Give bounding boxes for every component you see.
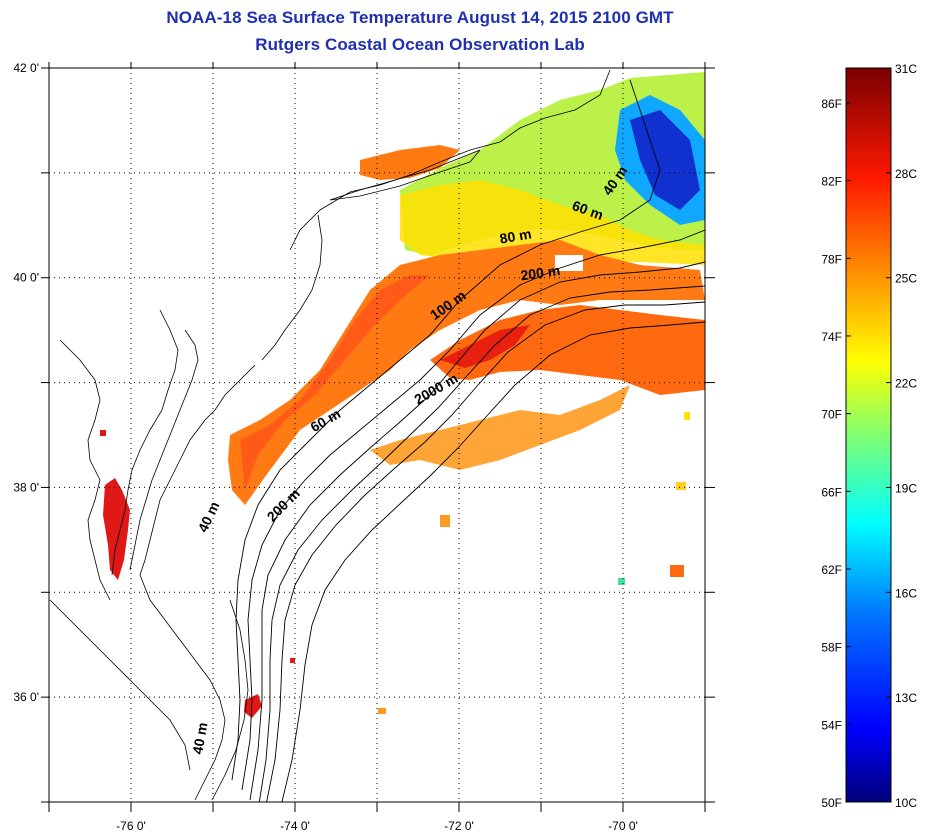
- colorbar-label-fahrenheit: 54F: [821, 718, 842, 732]
- colorbar-label-fahrenheit: 82F: [821, 175, 842, 189]
- x-tick-label: -70 0': [608, 819, 638, 832]
- sst-speck: [290, 658, 295, 663]
- colorbar-label-fahrenheit: 50F: [821, 796, 842, 810]
- isobath-100m: [258, 285, 705, 802]
- coastline-inland: [49, 599, 191, 771]
- sst-patch-north-yellow: [400, 180, 705, 265]
- isobath-200m: [266, 301, 705, 802]
- bathymetry-layer: [231, 79, 705, 802]
- y-tick-label: 38 0': [13, 480, 39, 494]
- colorbar-label-fahrenheit: 86F: [821, 97, 842, 111]
- isobath-label: 2000 m: [411, 370, 460, 408]
- y-tick-label: 40 0': [13, 271, 39, 285]
- isobath-label: 200 m: [264, 485, 303, 524]
- sst-patch-offshore: [370, 385, 630, 470]
- colorbar-label-celsius: 10C: [895, 796, 917, 810]
- coastline-longisland: [329, 149, 481, 201]
- map-subtitle: Rutgers Coastal Ocean Observation Lab: [255, 35, 585, 54]
- sst-data-layer: [100, 72, 705, 718]
- coastline-layer: [49, 69, 611, 801]
- coastline-nj: [261, 214, 323, 361]
- x-tick-label: -72 0': [444, 819, 474, 832]
- sst-patch-coldest: [630, 110, 700, 210]
- sst-patch-chesapeake: [103, 478, 130, 580]
- x-tick-label: -74 0': [280, 819, 310, 832]
- coastline-north: [289, 69, 611, 251]
- colorbar-label-fahrenheit: 74F: [821, 330, 842, 344]
- colorbar-label-fahrenheit: 66F: [821, 485, 842, 499]
- sst-speck: [684, 412, 690, 420]
- colorbar-label-fahrenheit: 58F: [821, 641, 842, 655]
- x-tick-label: -76 0': [116, 819, 146, 832]
- colorbar-label-fahrenheit: 78F: [821, 252, 842, 266]
- coastline-bay-west: [111, 309, 179, 576]
- isobath-label: 40 m: [194, 499, 222, 535]
- colorbar-label-fahrenheit: 62F: [821, 563, 842, 577]
- colorbar-label-celsius: 16C: [895, 586, 917, 600]
- isobath-80m: [249, 261, 705, 801]
- sst-speck: [440, 515, 450, 527]
- sst-speck: [378, 708, 386, 714]
- colorbar-label-celsius: 25C: [895, 272, 917, 286]
- colorbar-labels: 31C 28C 25C 22C 19C 16C 13C 10C 86F 82F 78F 74F 70F 6…: [821, 62, 917, 810]
- coastline-south: [139, 574, 226, 801]
- sst-patch-pamlico: [244, 694, 262, 718]
- isobath-40m: [231, 79, 661, 781]
- sst-patch-gulfstream-core: [440, 325, 530, 368]
- map-title: NOAA-18 Sea Surface Temperature August 1…: [166, 8, 674, 27]
- sst-speck: [618, 578, 625, 585]
- colorbar-label-celsius: 28C: [895, 167, 917, 181]
- axis-ticks: -76 0' -74 0' -72 0' -70 0' 42 0' 40 0' 38 0' 3…: [13, 61, 715, 832]
- coastline-west-shore: [59, 339, 111, 601]
- sst-speck: [676, 482, 686, 490]
- sst-speck: [100, 430, 106, 436]
- sst-speck: [670, 565, 684, 577]
- isobath-60m: [241, 229, 705, 791]
- y-tick-label: 42 0': [13, 61, 39, 75]
- y-tick-label: 36 0': [13, 690, 39, 704]
- coastline-outer-banks: [211, 599, 249, 801]
- coastline-delmarva: [139, 364, 256, 576]
- isobath-2000m: [281, 321, 705, 802]
- colorbar-label-celsius: 31C: [895, 62, 917, 76]
- isobath-label: 80 m: [498, 225, 532, 246]
- colorbar-label-celsius: 13C: [895, 691, 917, 705]
- colorbar: [845, 67, 892, 803]
- sst-patch-lis: [360, 145, 460, 180]
- isobath-label: 40 m: [189, 721, 210, 755]
- coastline-bay-east: [129, 329, 199, 571]
- colorbar-label-celsius: 22C: [895, 377, 917, 391]
- colorbar-label-celsius: 19C: [895, 481, 917, 495]
- colorbar-label-fahrenheit: 70F: [821, 408, 842, 422]
